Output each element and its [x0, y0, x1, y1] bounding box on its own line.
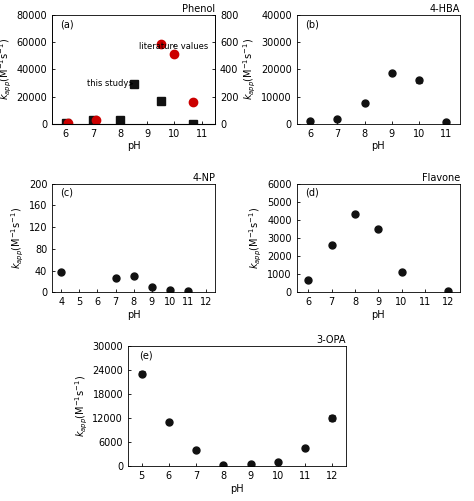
- Text: Phenol: Phenol: [182, 4, 215, 14]
- Text: literature values: literature values: [139, 42, 209, 51]
- Y-axis label: $k_{app}$(M$^{-1}$s$^{-1}$): $k_{app}$(M$^{-1}$s$^{-1}$): [0, 39, 14, 100]
- Y-axis label: $k_{app}$(M$^{-1}$s$^{-1}$): $k_{app}$(M$^{-1}$s$^{-1}$): [248, 207, 264, 269]
- Y-axis label: $k_{app}$(M$^{-1}$s$^{-1}$): $k_{app}$(M$^{-1}$s$^{-1}$): [10, 207, 26, 269]
- X-axis label: pH: pH: [230, 483, 244, 493]
- Text: this study: this study: [88, 79, 133, 88]
- Text: (e): (e): [139, 351, 153, 361]
- X-axis label: pH: pH: [127, 310, 140, 320]
- Text: 4-HBA: 4-HBA: [429, 4, 460, 14]
- Y-axis label: $k_{app}$(M$^{-1}$s$^{-1}$): $k_{app}$(M$^{-1}$s$^{-1}$): [242, 39, 258, 100]
- Text: Flavone: Flavone: [421, 173, 460, 183]
- Text: 3-OPA: 3-OPA: [317, 335, 346, 345]
- Text: (d): (d): [305, 188, 319, 198]
- X-axis label: pH: pH: [372, 141, 385, 151]
- Text: 4-NP: 4-NP: [192, 173, 215, 183]
- Text: (a): (a): [60, 20, 74, 30]
- Text: (c): (c): [60, 188, 73, 198]
- Y-axis label: $k_{app}$(M$^{-1}$s$^{-1}$): $k_{app}$(M$^{-1}$s$^{-1}$): [73, 375, 90, 437]
- Text: (b): (b): [305, 20, 319, 30]
- X-axis label: pH: pH: [127, 141, 140, 151]
- X-axis label: pH: pH: [372, 310, 385, 320]
